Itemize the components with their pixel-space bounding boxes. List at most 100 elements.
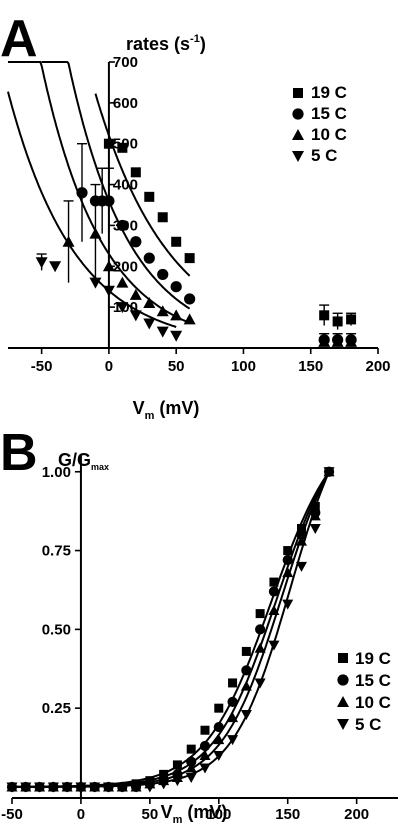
legend-marker	[292, 108, 304, 120]
data-point	[185, 773, 197, 784]
data-point	[297, 523, 306, 533]
data-point	[130, 782, 142, 793]
data-point	[310, 501, 320, 511]
data-point	[103, 138, 114, 149]
panel-b-x-tick-label: 100	[206, 806, 231, 823]
legend-marker	[292, 151, 304, 162]
data-point	[172, 760, 182, 770]
data-point	[116, 782, 128, 793]
data-point	[323, 467, 335, 478]
panel-a-fit-curves	[7, 61, 191, 328]
data-point	[309, 510, 321, 521]
data-point	[170, 330, 183, 342]
legend-label: 19 C	[355, 649, 391, 668]
panel-a-x-tick-label: 0	[105, 358, 113, 375]
data-point	[144, 782, 156, 793]
fit-curve	[41, 61, 191, 310]
data-point	[158, 779, 170, 790]
panel-a-x-tick-label: 100	[231, 358, 256, 375]
data-point	[117, 142, 128, 153]
data-point	[129, 310, 142, 322]
data-point	[228, 678, 238, 688]
data-point	[319, 310, 330, 321]
data-point	[34, 782, 46, 793]
data-point	[103, 782, 114, 793]
data-point	[103, 195, 115, 207]
data-point	[143, 318, 156, 330]
data-point	[296, 529, 307, 540]
data-point	[268, 604, 280, 615]
data-point	[49, 261, 62, 273]
legend-label: 5 C	[311, 146, 337, 165]
data-point	[89, 782, 101, 793]
data-point	[186, 744, 196, 754]
data-point	[62, 235, 75, 247]
data-point	[75, 782, 87, 793]
data-point	[157, 212, 168, 223]
data-point	[331, 335, 344, 347]
panel-b-y-tick-label: 0.50	[42, 621, 71, 638]
panel-b-letter: B	[0, 424, 38, 482]
data-point	[240, 709, 252, 720]
data-point	[254, 678, 266, 689]
panel-b-x-axis-label: Vm (mV)	[161, 802, 228, 826]
legend-marker	[337, 696, 349, 707]
data-point	[227, 735, 239, 746]
data-point	[213, 734, 225, 745]
data-point	[116, 276, 129, 288]
data-point	[183, 313, 196, 325]
data-point	[170, 281, 182, 293]
legend-label: 10 C	[311, 125, 347, 144]
panel-b-x-tick-label: 0	[77, 806, 85, 823]
panel-a-x-tick-label: 150	[298, 358, 323, 375]
data-point	[241, 665, 252, 676]
panel-a-y-tick-label: 200	[113, 258, 138, 275]
panel-b-y-tick-label: 0.25	[42, 700, 71, 717]
data-point	[240, 680, 252, 691]
data-point	[296, 535, 307, 546]
panel-b-x-tick-label: 200	[344, 806, 369, 823]
fit-curve	[8, 61, 191, 324]
legend-marker	[337, 674, 349, 686]
data-point	[170, 309, 183, 321]
data-point	[332, 316, 343, 327]
data-point	[144, 191, 155, 202]
legend-marker	[337, 719, 349, 730]
data-point	[116, 302, 129, 314]
legend-marker	[292, 129, 304, 140]
data-point	[282, 554, 293, 566]
data-point	[254, 642, 266, 653]
data-point	[116, 219, 128, 232]
data-point	[213, 721, 224, 733]
data-point	[345, 335, 358, 347]
panel-b-x-tick-label: 50	[142, 806, 159, 823]
data-point	[171, 776, 183, 787]
data-point	[130, 236, 142, 248]
data-point	[282, 567, 294, 578]
panel-b-axes: -50 0 50 100 150 200 1.00 0.75 0.50 0.25	[1, 456, 398, 823]
panel-a-y-tick-label: 700	[113, 54, 138, 71]
data-point	[269, 577, 279, 587]
panel-b: B G/Gmax Vm (mV) -50 0 50 100 150 200 1.00 0.75…	[0, 424, 398, 826]
data-point	[255, 609, 265, 619]
data-point	[171, 236, 182, 247]
data-point	[282, 599, 294, 610]
data-point	[130, 167, 141, 178]
panel-a-x-axis-label: Vm (mV)	[133, 398, 200, 422]
panel-a-x-tick-label: 50	[168, 358, 185, 375]
data-point	[102, 260, 115, 272]
data-point	[20, 782, 32, 793]
panel-a-y-tick-label: 600	[113, 95, 138, 112]
data-point	[185, 762, 197, 773]
panel-a-legend: 19 C 15 C 10 C 5 C	[292, 83, 347, 165]
data-point	[296, 561, 307, 572]
panel-b-y-tick-label: 0.75	[42, 543, 71, 560]
legend-label: 15 C	[311, 104, 347, 123]
legend-label: 10 C	[355, 693, 391, 712]
data-point	[186, 756, 197, 767]
panel-a-axes: -50050100150200100200300400500600700	[8, 54, 391, 375]
panel-b-data-points	[6, 466, 335, 793]
panel-b-legend: 19 C 15 C 10 C 5 C	[337, 649, 391, 734]
fit-curve	[7, 91, 177, 328]
